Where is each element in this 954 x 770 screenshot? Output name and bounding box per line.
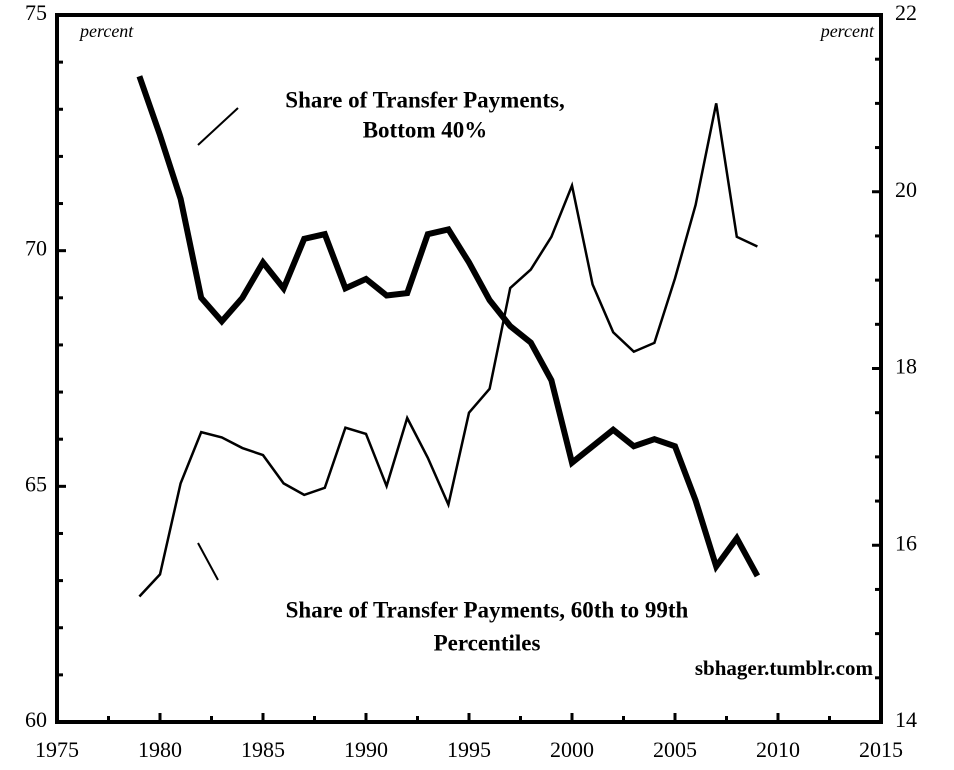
- series-annotation: Share of Transfer Payments,: [285, 87, 564, 112]
- x-tick-label: 2005: [653, 737, 697, 762]
- source: sbhager.tumblr.com: [695, 656, 874, 680]
- series-annotation: Bottom 40%: [363, 117, 488, 142]
- y-axis-label: percent: [78, 21, 134, 41]
- leader-line: [197, 107, 239, 146]
- x-tick-label: 2000: [550, 737, 594, 762]
- y-tick-label: 65: [25, 471, 47, 496]
- y2-tick-label: 22: [895, 0, 917, 25]
- x-tick-label: 1990: [344, 737, 388, 762]
- y2-tick-label: 16: [895, 530, 917, 555]
- series-annotation: Share of Transfer Payments, 60th to 99th: [286, 597, 689, 622]
- leader-line: [197, 542, 219, 581]
- series-annotation: Percentiles: [434, 630, 541, 655]
- series-line: [136, 75, 761, 578]
- x-tick-label: 1980: [138, 737, 182, 762]
- y-tick-label: 75: [25, 0, 47, 25]
- y-tick-label: 60: [25, 707, 47, 732]
- x-tick-label: 1995: [447, 737, 491, 762]
- x-tick-label: 1985: [241, 737, 285, 762]
- x-tick-label: 1975: [35, 737, 79, 762]
- y2-tick-label: 18: [895, 354, 917, 379]
- x-tick-label: 2015: [859, 737, 903, 762]
- y2-tick-label: 14: [895, 707, 917, 732]
- y2-tick-label: 20: [895, 177, 917, 202]
- y-tick-label: 70: [25, 236, 47, 261]
- y2-axis-label: percent: [819, 21, 875, 41]
- series-line: [138, 103, 758, 598]
- x-tick-label: 2010: [756, 737, 800, 762]
